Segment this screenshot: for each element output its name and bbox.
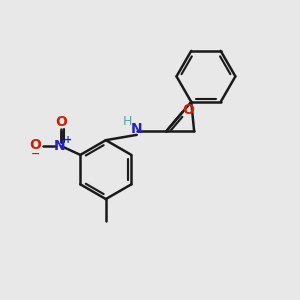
Text: N: N: [54, 139, 65, 153]
Text: O: O: [55, 115, 67, 129]
Text: O: O: [182, 103, 194, 117]
Text: H: H: [123, 116, 132, 128]
Text: −: −: [31, 149, 40, 159]
Text: N: N: [131, 122, 142, 136]
Text: +: +: [64, 135, 72, 145]
Text: O: O: [30, 139, 41, 152]
